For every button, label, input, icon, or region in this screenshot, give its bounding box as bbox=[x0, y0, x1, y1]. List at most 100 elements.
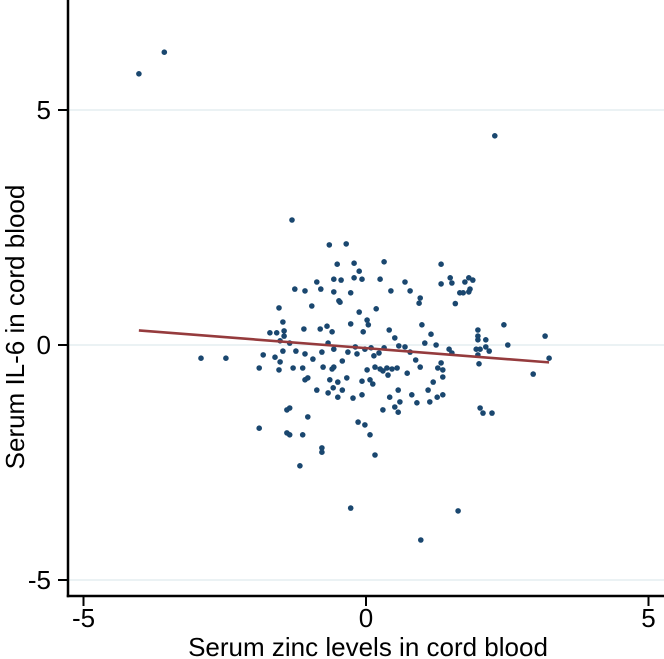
data-point bbox=[337, 299, 343, 306]
data-point bbox=[320, 364, 326, 370]
data-point bbox=[286, 405, 293, 411]
data-point bbox=[385, 372, 391, 378]
data-point bbox=[351, 275, 357, 281]
data-point bbox=[483, 337, 489, 343]
data-point bbox=[272, 354, 278, 361]
data-point bbox=[402, 279, 408, 285]
data-point bbox=[301, 326, 307, 332]
data-point bbox=[281, 333, 287, 339]
data-point bbox=[319, 445, 325, 451]
data-point bbox=[310, 356, 316, 362]
data-point bbox=[489, 410, 495, 416]
data-point bbox=[505, 342, 511, 348]
data-point bbox=[501, 322, 507, 328]
data-point bbox=[286, 432, 293, 438]
data-point bbox=[327, 377, 333, 383]
data-point bbox=[319, 349, 325, 355]
data-point bbox=[297, 463, 303, 469]
data-point bbox=[350, 395, 356, 401]
data-point bbox=[318, 286, 324, 292]
data-point bbox=[467, 286, 473, 292]
fit-line bbox=[138, 329, 550, 364]
data-point bbox=[384, 365, 390, 371]
data-point bbox=[355, 419, 361, 425]
data-point bbox=[305, 414, 311, 420]
data-point bbox=[435, 365, 441, 371]
y-axis-ticks: 5 0 -5 bbox=[28, 95, 68, 595]
data-point bbox=[409, 392, 415, 398]
data-point bbox=[447, 275, 454, 281]
data-point bbox=[452, 300, 459, 307]
x-axis-title: Serum zinc levels in cord blood bbox=[188, 632, 548, 659]
data-point bbox=[417, 295, 424, 301]
data-point bbox=[416, 300, 422, 307]
data-point bbox=[359, 276, 365, 283]
data-point bbox=[335, 379, 341, 385]
data-point bbox=[302, 351, 308, 357]
data-point bbox=[395, 409, 402, 416]
data-point bbox=[351, 260, 357, 267]
x-axis-ticks: -5 0 5 bbox=[72, 596, 656, 633]
data-point bbox=[395, 387, 402, 393]
data-point bbox=[356, 268, 363, 275]
data-point bbox=[394, 365, 400, 371]
data-point bbox=[354, 351, 360, 357]
data-point bbox=[343, 241, 350, 247]
data-point bbox=[331, 346, 337, 353]
data-point bbox=[367, 377, 373, 383]
data-point bbox=[325, 390, 331, 396]
data-point bbox=[475, 327, 481, 333]
data-point bbox=[477, 346, 483, 353]
data-point bbox=[330, 385, 337, 391]
data-point bbox=[281, 328, 287, 334]
data-point bbox=[280, 319, 286, 325]
data-point bbox=[276, 367, 282, 373]
data-point bbox=[542, 333, 548, 339]
data-point bbox=[486, 348, 493, 354]
data-point bbox=[314, 279, 320, 285]
data-point bbox=[367, 432, 373, 438]
data-point bbox=[380, 407, 386, 413]
data-point bbox=[277, 359, 283, 365]
axes bbox=[66, 0, 664, 598]
data-point bbox=[331, 289, 337, 295]
data-point bbox=[377, 276, 383, 283]
data-point bbox=[425, 387, 431, 393]
data-point bbox=[256, 425, 263, 432]
data-point bbox=[319, 449, 325, 456]
data-point bbox=[433, 342, 439, 348]
data-point bbox=[381, 259, 387, 265]
data-point bbox=[386, 327, 393, 333]
data-point bbox=[359, 392, 365, 398]
data-point bbox=[372, 364, 378, 370]
data-point bbox=[338, 277, 344, 283]
data-point bbox=[438, 261, 444, 268]
data-point bbox=[373, 306, 380, 312]
data-point bbox=[324, 323, 330, 330]
data-point bbox=[223, 355, 229, 362]
data-point bbox=[331, 276, 337, 283]
data-point bbox=[430, 379, 437, 385]
data-point bbox=[198, 355, 204, 362]
data-point bbox=[386, 394, 393, 401]
data-point bbox=[136, 71, 142, 77]
data-point bbox=[365, 322, 372, 328]
y-tick-label: 5 bbox=[37, 95, 51, 125]
data-point bbox=[392, 404, 398, 410]
data-point bbox=[289, 217, 295, 223]
data-point bbox=[402, 344, 408, 350]
data-point bbox=[292, 286, 298, 292]
data-point bbox=[427, 399, 433, 405]
data-point bbox=[339, 387, 346, 393]
data-point bbox=[476, 361, 482, 367]
data-point bbox=[388, 288, 394, 294]
data-point bbox=[360, 329, 367, 335]
y-tick-label: -5 bbox=[28, 565, 51, 595]
data-point bbox=[326, 242, 333, 248]
data-point bbox=[362, 422, 368, 428]
data-point bbox=[293, 348, 299, 354]
data-point bbox=[273, 330, 280, 336]
data-point bbox=[418, 537, 424, 543]
